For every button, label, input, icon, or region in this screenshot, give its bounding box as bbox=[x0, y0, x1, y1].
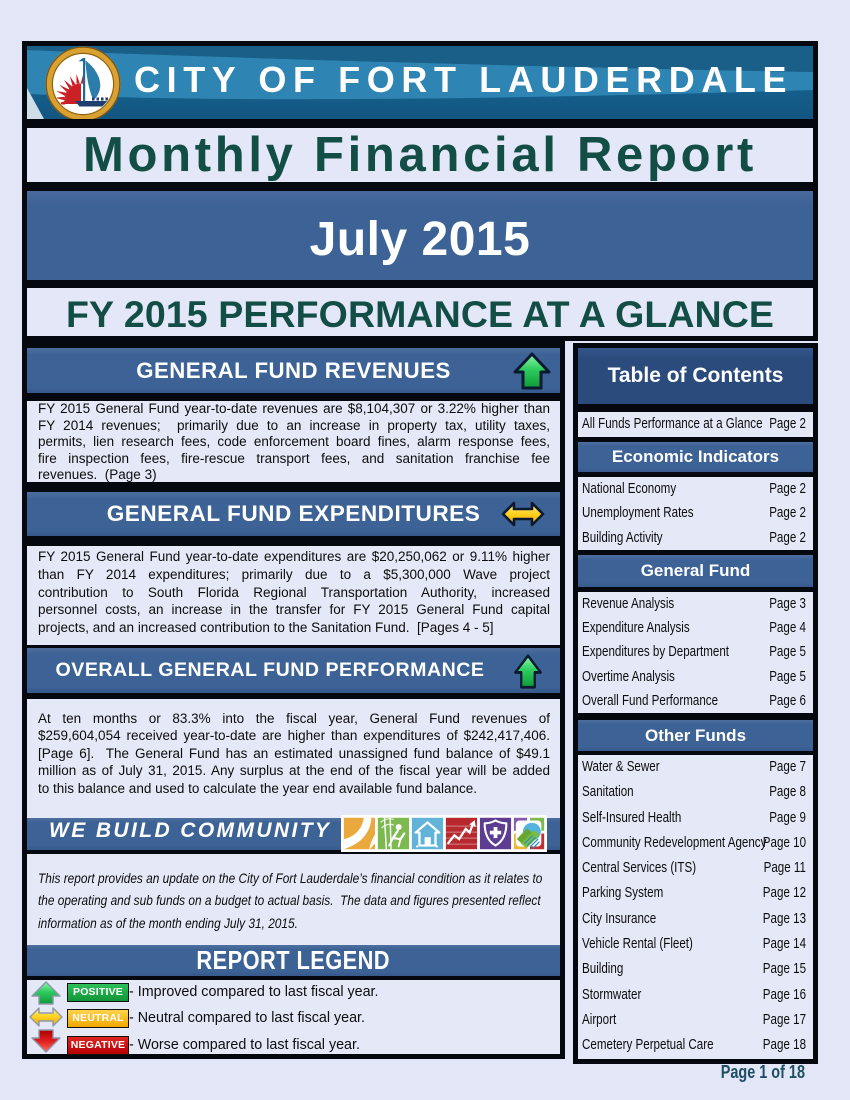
svg-text:CITY OF FORT LAUDERDALE: CITY OF FORT LAUDERDALE bbox=[134, 59, 793, 100]
